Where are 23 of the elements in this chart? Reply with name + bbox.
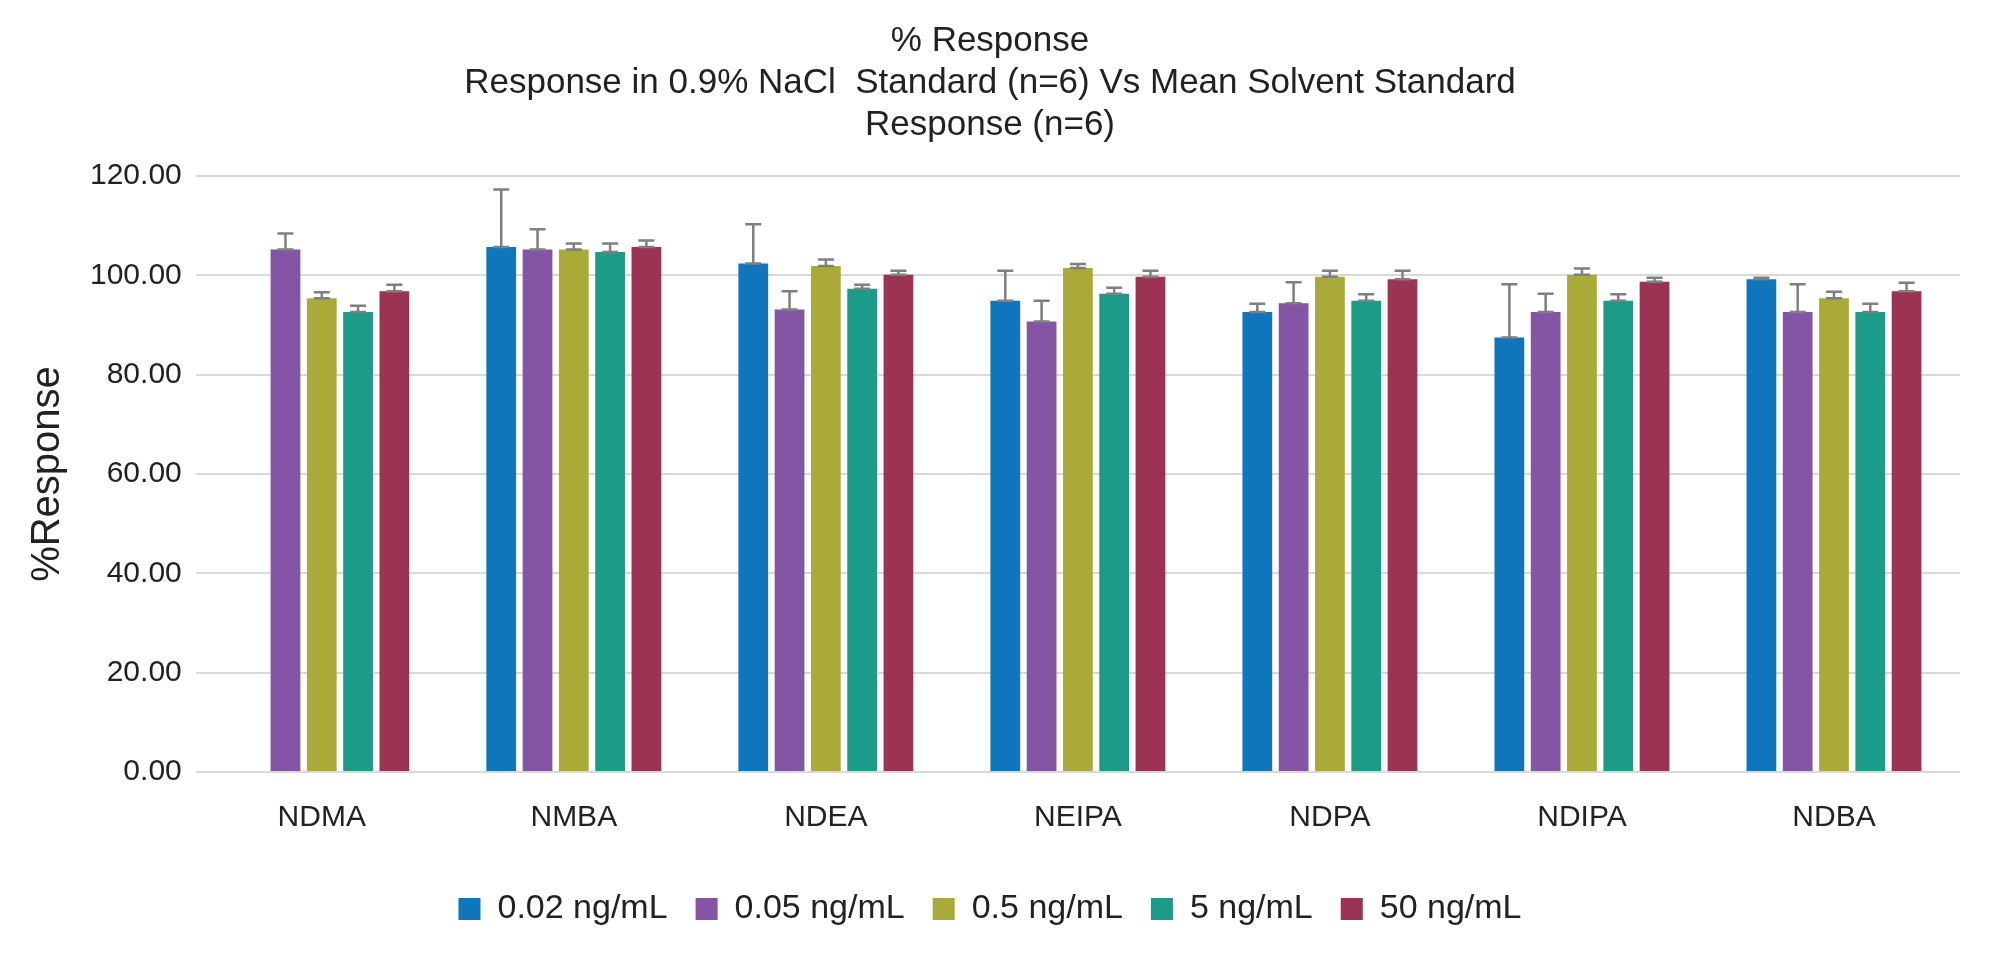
- x-tick-label: NMBA: [530, 799, 618, 833]
- y-tick-label: 60.00: [106, 455, 182, 489]
- text: Response in 0.9% NaCl Standard (n=6) Vs Mean Solvent Standard: [464, 60, 1516, 100]
- legend-label: 0.05 ng/mL: [734, 887, 905, 926]
- y-tick-label: 80.00: [106, 355, 182, 389]
- legend-label: 0.02 ng/mL: [497, 887, 668, 926]
- x-tick-label: NDMA: [277, 799, 366, 833]
- text: Response (n=6): [864, 102, 1116, 142]
- x-tick-label: NDEA: [784, 799, 868, 833]
- y-tick-label: 20.00: [106, 653, 182, 687]
- legend-label: 5 ng/mL: [1189, 887, 1313, 926]
- legend-label: 0.5 ng/mL: [971, 887, 1123, 926]
- y-tick-label: 100.00: [89, 256, 182, 290]
- x-tick-label: NEIPA: [1033, 799, 1122, 833]
- text: % Response: [890, 18, 1090, 58]
- y-tick-label: 120.00: [89, 157, 182, 191]
- y-axis-title: %Response: [23, 366, 68, 582]
- legend-label: 50 ng/mL: [1379, 887, 1522, 926]
- x-tick-label: NDPA: [1289, 799, 1371, 833]
- y-tick-label: 0.00: [123, 753, 182, 787]
- y-tick-label: 40.00: [106, 554, 182, 588]
- x-tick-label: NDBA: [1792, 799, 1876, 833]
- x-tick-label: NDIPA: [1537, 799, 1627, 833]
